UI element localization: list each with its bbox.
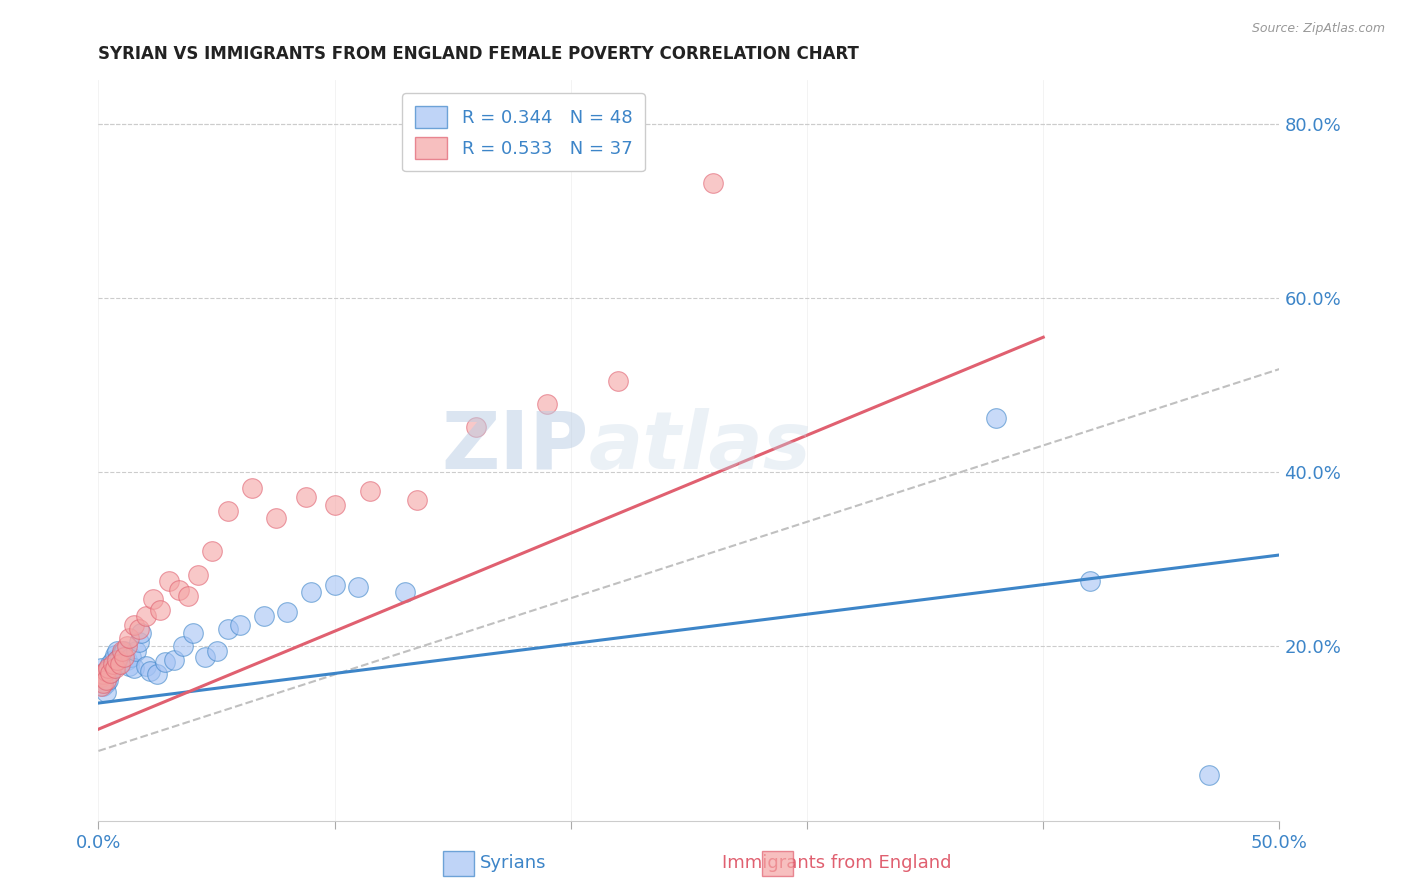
Point xyxy=(91,665,114,680)
Point xyxy=(135,658,157,673)
Point xyxy=(90,670,112,684)
Text: Immigrants from England: Immigrants from England xyxy=(721,855,952,872)
Text: Source: ZipAtlas.com: Source: ZipAtlas.com xyxy=(1251,22,1385,36)
Point xyxy=(149,603,172,617)
Point xyxy=(323,499,346,513)
Point xyxy=(142,591,165,606)
Point xyxy=(90,670,112,684)
Point xyxy=(104,648,127,662)
Point xyxy=(359,484,381,499)
Text: ZIP: ZIP xyxy=(441,408,589,486)
Point xyxy=(125,644,148,658)
Point xyxy=(97,673,120,687)
Point xyxy=(111,655,134,669)
Point xyxy=(105,644,128,658)
Point xyxy=(201,543,224,558)
Point xyxy=(94,667,117,681)
Point xyxy=(536,397,558,411)
Point xyxy=(94,664,117,678)
Point xyxy=(217,504,239,518)
Point xyxy=(217,622,239,636)
Point xyxy=(1198,768,1220,782)
Point xyxy=(465,420,488,434)
Point xyxy=(112,644,135,658)
Point xyxy=(118,658,141,673)
Point xyxy=(253,609,276,624)
Legend: R = 0.344   N = 48, R = 0.533   N = 37: R = 0.344 N = 48, R = 0.533 N = 37 xyxy=(402,93,645,171)
Point xyxy=(177,589,200,603)
Point xyxy=(181,626,204,640)
Point xyxy=(135,609,157,624)
Point xyxy=(187,568,209,582)
Point xyxy=(153,655,176,669)
Point xyxy=(157,574,180,588)
Text: Syrians: Syrians xyxy=(479,855,547,872)
Point xyxy=(205,644,228,658)
Point xyxy=(702,176,724,190)
Point xyxy=(111,644,134,658)
Point xyxy=(240,481,263,495)
Point xyxy=(94,673,117,687)
Point xyxy=(607,374,630,388)
Point xyxy=(146,667,169,681)
Point xyxy=(128,622,150,636)
Point xyxy=(91,674,114,689)
Point xyxy=(1080,574,1102,588)
Point xyxy=(122,661,145,675)
Point xyxy=(111,647,134,661)
Point xyxy=(91,679,114,693)
Point xyxy=(122,617,145,632)
Point xyxy=(984,411,1007,425)
Point xyxy=(101,661,124,675)
Point xyxy=(90,679,112,693)
Point xyxy=(295,490,318,504)
Point xyxy=(167,582,190,597)
Point xyxy=(139,664,162,678)
Point xyxy=(105,652,128,666)
Text: atlas: atlas xyxy=(589,408,811,486)
Point xyxy=(115,652,138,666)
Point xyxy=(97,664,120,678)
Point xyxy=(118,631,141,645)
Point xyxy=(129,626,152,640)
Point xyxy=(229,617,252,632)
Text: SYRIAN VS IMMIGRANTS FROM ENGLAND FEMALE POVERTY CORRELATION CHART: SYRIAN VS IMMIGRANTS FROM ENGLAND FEMALE… xyxy=(98,45,859,63)
Point xyxy=(264,510,287,524)
Point xyxy=(91,676,114,690)
Point xyxy=(98,657,121,671)
Point xyxy=(98,665,121,680)
Point xyxy=(194,649,217,664)
Point xyxy=(97,661,120,675)
Point xyxy=(90,661,112,675)
Point xyxy=(163,652,186,666)
Point xyxy=(101,657,124,671)
Point xyxy=(108,649,131,664)
Point xyxy=(94,684,117,698)
Point xyxy=(172,640,194,654)
Point xyxy=(323,578,346,592)
Point xyxy=(299,585,322,599)
Point xyxy=(104,658,127,673)
Point xyxy=(91,667,114,681)
Point xyxy=(94,676,117,690)
Point xyxy=(128,635,150,649)
Point xyxy=(115,640,138,654)
Point xyxy=(347,580,370,594)
Point xyxy=(276,605,298,619)
Point xyxy=(112,649,135,664)
Point xyxy=(104,661,127,675)
Point xyxy=(108,657,131,671)
Point xyxy=(121,649,143,664)
Point xyxy=(406,493,429,508)
Point xyxy=(394,585,416,599)
Point xyxy=(105,652,128,666)
Point xyxy=(101,652,124,666)
Point xyxy=(98,665,121,680)
